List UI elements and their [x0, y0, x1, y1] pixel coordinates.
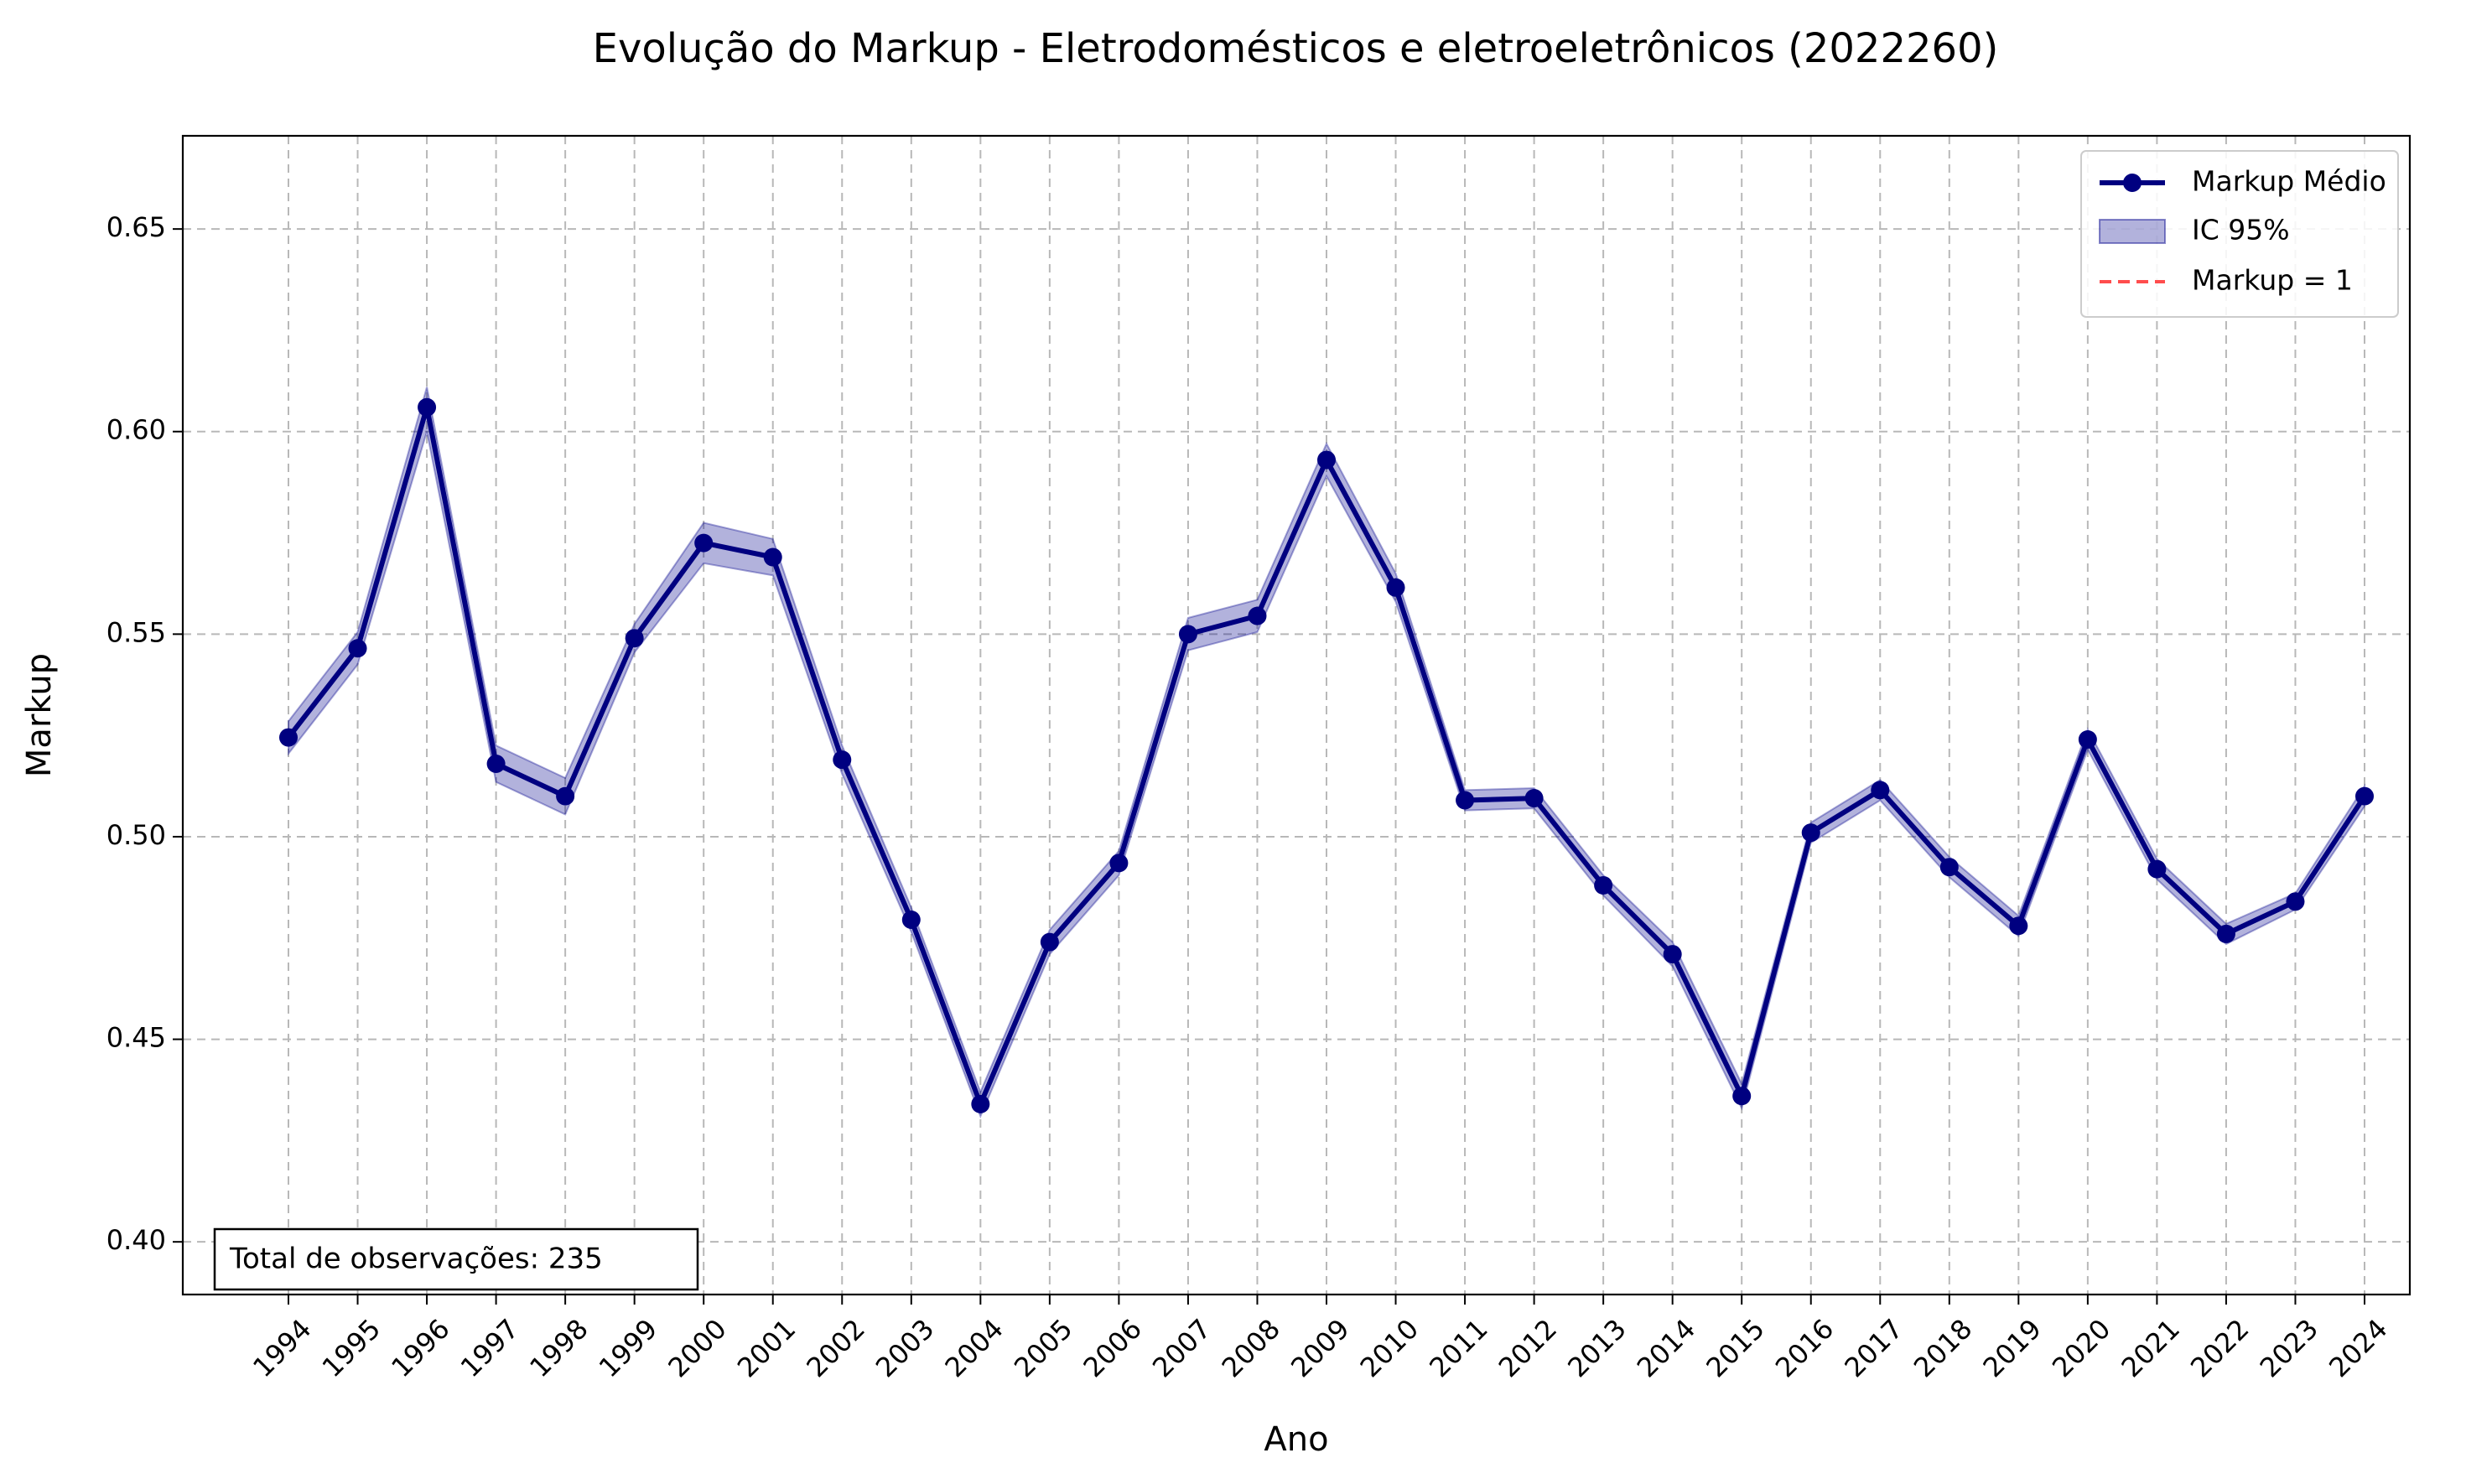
- x-tick-label-2012: 2012: [1493, 1313, 1563, 1383]
- ci-band-layer: [288, 387, 2365, 1119]
- data-point-2011: [1456, 791, 1475, 810]
- x-tick-label-1999: 1999: [593, 1313, 663, 1383]
- chart-title: Evolução do Markup - Eletrodomésticos e …: [593, 25, 1999, 72]
- legend: Markup Médio IC 95% Markup = 1: [2080, 150, 2399, 318]
- x-tick-label-2019: 2019: [1977, 1313, 2048, 1383]
- data-point-1996: [418, 397, 437, 417]
- legend-swatch-ic-95: [2099, 219, 2166, 244]
- data-point-2010: [1386, 578, 1405, 597]
- data-point-2020: [2078, 729, 2097, 749]
- x-tick-label-1996: 1996: [385, 1313, 455, 1383]
- data-point-2017: [1871, 781, 1890, 800]
- x-tick-label-2014: 2014: [1631, 1313, 1701, 1383]
- x-tick-label-2023: 2023: [2254, 1313, 2324, 1383]
- x-tick-label-2000: 2000: [662, 1313, 732, 1383]
- data-point-2009: [1317, 450, 1336, 470]
- data-point-2016: [1801, 823, 1820, 843]
- y-axis-label: Markup: [20, 653, 59, 777]
- x-tick-label-2017: 2017: [1838, 1313, 1908, 1383]
- x-tick-label-1995: 1995: [316, 1313, 387, 1383]
- data-point-2014: [1663, 945, 1682, 964]
- annotation-text: Total de observações: 235: [229, 1243, 603, 1276]
- data-point-1999: [625, 629, 644, 648]
- x-tick-label-2008: 2008: [1216, 1313, 1286, 1383]
- x-tick-label-2006: 2006: [1077, 1313, 1148, 1383]
- y-tick-label-2: 0.50: [106, 819, 166, 851]
- x-tick-label-2010: 2010: [1354, 1313, 1425, 1383]
- data-point-2023: [2286, 892, 2305, 911]
- x-tick-label-2018: 2018: [1908, 1313, 1978, 1383]
- x-tick-label-2022: 2022: [2184, 1313, 2255, 1383]
- y-tick-label-4: 0.60: [106, 414, 166, 446]
- observations-annotation: Total de observações: 235: [213, 1227, 699, 1291]
- y-tick-label-1: 0.45: [106, 1022, 166, 1054]
- x-axis-label: Ano: [1264, 1420, 1328, 1459]
- data-point-1998: [556, 786, 575, 806]
- annotation-box: [213, 1227, 699, 1291]
- ci-band: [288, 387, 2365, 1119]
- legend-box: [2080, 150, 2399, 318]
- data-point-2022: [2216, 924, 2235, 943]
- x-tick-label-2020: 2020: [2046, 1313, 2116, 1383]
- legend-label-ic-95: IC 95%: [2192, 214, 2290, 246]
- y-tick-label-5: 0.65: [106, 211, 166, 243]
- data-point-2002: [833, 750, 852, 770]
- x-tick-label-1994: 1994: [247, 1313, 317, 1383]
- y-tick-label-0: 0.40: [106, 1224, 166, 1256]
- data-point-1997: [486, 754, 506, 773]
- grid-lines: [183, 136, 2410, 1295]
- x-tick-label-2024: 2024: [2323, 1313, 2393, 1383]
- x-tick-label-1998: 1998: [523, 1313, 594, 1383]
- x-tick-label-2021: 2021: [2116, 1313, 2186, 1383]
- data-point-2001: [763, 547, 782, 567]
- x-tick-label-2004: 2004: [939, 1313, 1010, 1383]
- data-point-2003: [901, 911, 921, 930]
- data-point-2006: [1109, 854, 1129, 873]
- data-point-2004: [971, 1094, 990, 1113]
- x-tick-label-2016: 2016: [1769, 1313, 1840, 1383]
- x-tick-label-2007: 2007: [1146, 1313, 1217, 1383]
- legend-label-markup-medio: Markup Médio: [2192, 165, 2386, 198]
- data-point-1994: [279, 728, 298, 747]
- data-point-2018: [1939, 858, 1959, 877]
- data-point-2024: [2355, 786, 2374, 806]
- x-tick-label-2002: 2002: [800, 1313, 870, 1383]
- x-tick-label-2003: 2003: [870, 1313, 940, 1383]
- data-point-1995: [348, 639, 367, 658]
- x-axis-ticks: 1994199519961997199819992000200120022003…: [247, 1295, 2394, 1383]
- data-points: [279, 397, 2374, 1113]
- x-tick-label-2001: 2001: [731, 1313, 802, 1383]
- data-point-2007: [1178, 625, 1197, 644]
- x-tick-label-2015: 2015: [1700, 1313, 1770, 1383]
- legend-marker-markup-medio: [2123, 174, 2142, 192]
- data-point-2019: [2009, 916, 2028, 936]
- data-point-2013: [1594, 875, 1613, 895]
- x-tick-label-1997: 1997: [454, 1313, 525, 1383]
- y-tick-label-3: 0.55: [106, 616, 166, 648]
- data-point-2021: [2147, 859, 2167, 879]
- x-tick-label-2011: 2011: [1423, 1313, 1493, 1383]
- y-axis-ticks: 0.40 0.45 0.50 0.55 0.60 0.65: [106, 211, 183, 1256]
- data-point-2008: [1248, 606, 1267, 625]
- data-point-2005: [1040, 932, 1059, 952]
- data-point-2000: [694, 533, 714, 553]
- plot-area-frame: [181, 134, 2412, 1296]
- data-point-2015: [1732, 1087, 1752, 1106]
- x-tick-label-2009: 2009: [1285, 1313, 1355, 1383]
- legend-label-markup-1: Markup = 1: [2192, 264, 2353, 297]
- x-tick-label-2005: 2005: [1008, 1313, 1078, 1383]
- x-tick-label-2013: 2013: [1561, 1313, 1632, 1383]
- data-point-2012: [1524, 789, 1544, 808]
